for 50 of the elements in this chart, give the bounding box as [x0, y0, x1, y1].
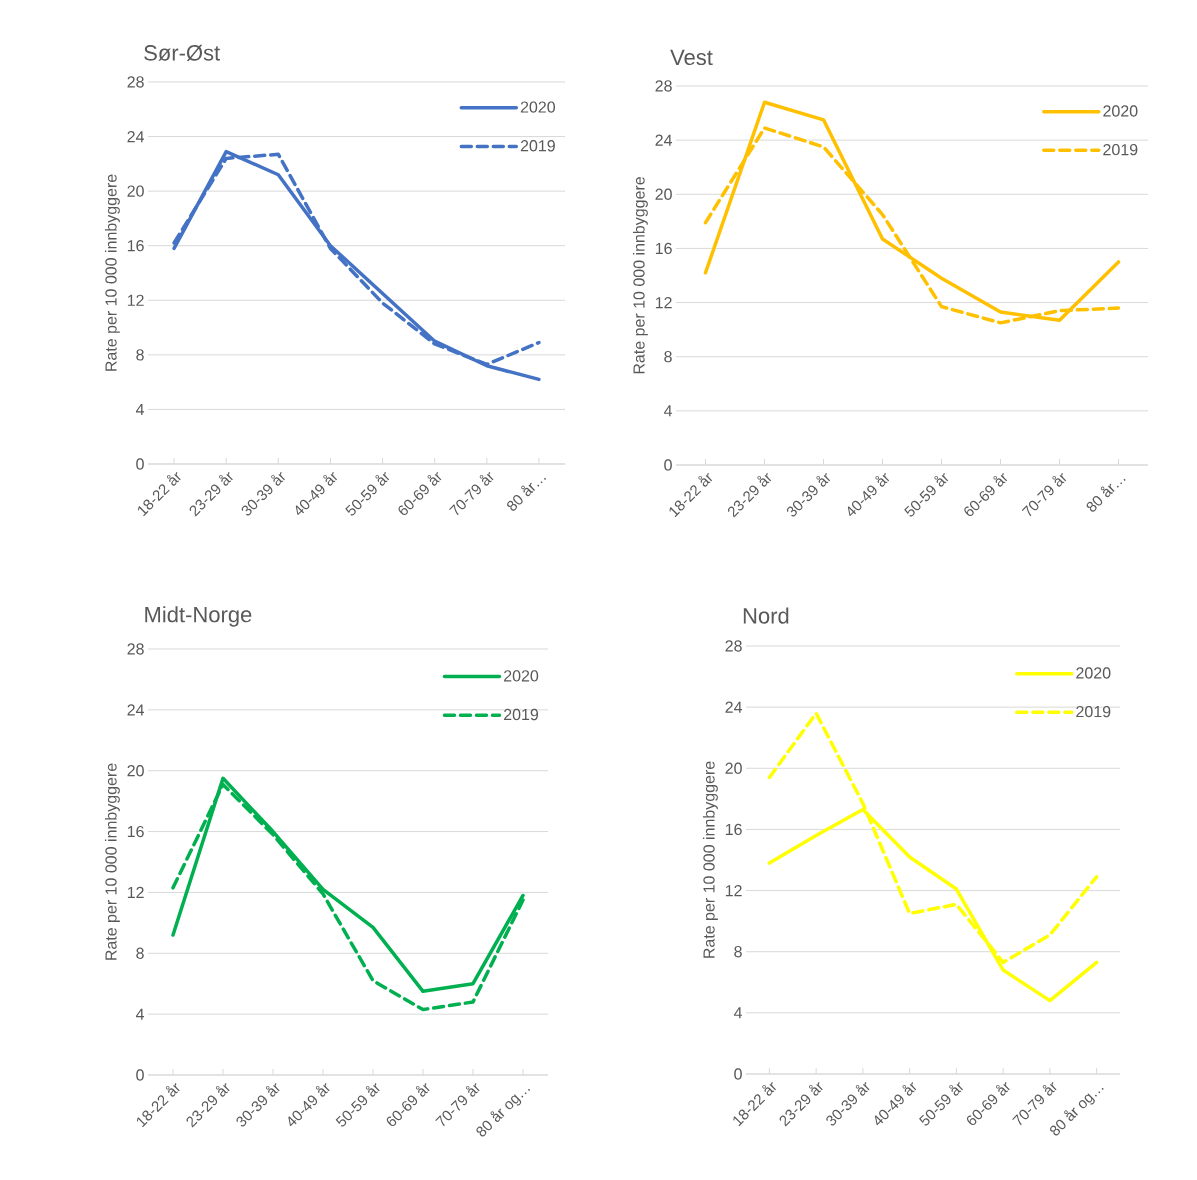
legend-label: 2020	[520, 101, 556, 113]
y-tick-label: 4	[135, 403, 145, 415]
y-tick-label: 8	[136, 947, 144, 959]
y-axis-title: Rate per 10 000 innbyggere	[104, 174, 120, 371]
legend-label: 2020	[504, 670, 539, 682]
y-axis-title: Rate per 10 000 innbyggere	[104, 763, 120, 960]
y-tick-label: 8	[136, 349, 144, 361]
y-tick-label: 24	[655, 134, 673, 146]
y-tick-label: 8	[664, 351, 672, 363]
y-tick-label: 20	[127, 765, 144, 777]
x-tick-label: 80 år…	[1086, 478, 1126, 512]
y-tick-label: 24	[127, 130, 145, 143]
y-tick-label: 24	[725, 701, 743, 713]
y-tick-label: 12	[127, 886, 144, 899]
y-tick-label: 4	[135, 1008, 145, 1020]
chart-title: Sør-Øst	[144, 44, 221, 62]
chart-title: Vest	[670, 49, 713, 66]
y-tick-label: 16	[127, 825, 144, 838]
y-axis-title: Rate per 10 000 innbyggere	[632, 177, 648, 374]
chart-title: Nord	[743, 607, 789, 624]
y-tick-label: 16	[127, 240, 144, 252]
y-tick-label: 12	[725, 884, 742, 897]
y-tick-label: 0	[664, 459, 672, 471]
y-tick-label: 16	[725, 823, 742, 836]
legend-label: 2019	[1103, 143, 1138, 156]
legend-label: 2020	[1103, 105, 1138, 117]
y-tick-label: 8	[734, 946, 742, 958]
y-tick-label: 0	[136, 458, 144, 470]
y-tick-label: 4	[663, 405, 673, 417]
y-tick-label: 0	[136, 1069, 144, 1081]
y-tick-label: 20	[127, 185, 144, 197]
y-tick-label: 28	[725, 640, 742, 652]
y-tick-label: 20	[655, 188, 672, 200]
y-tick-label: 20	[725, 762, 742, 774]
x-tick-label: 80 år…	[507, 477, 547, 511]
y-tick-label: 4	[733, 1007, 743, 1019]
y-tick-label: 12	[655, 296, 672, 309]
y-tick-label: 24	[127, 704, 145, 716]
y-axis-title: Rate per 10 000 innbyggere	[702, 761, 718, 958]
y-tick-label: 12	[127, 294, 144, 306]
y-tick-label: 28	[655, 80, 672, 92]
y-tick-label: 16	[655, 242, 672, 255]
legend-label: 2019	[520, 140, 555, 152]
y-tick-label: 28	[127, 643, 144, 655]
legend-label: 2019	[504, 708, 539, 721]
chart-title: Midt-Norge	[145, 606, 252, 627]
y-tick-label: 0	[734, 1068, 742, 1080]
y-tick-label: 28	[127, 76, 144, 88]
legend-label: 2019	[1076, 705, 1111, 718]
legend-label: 2020	[1076, 667, 1111, 679]
